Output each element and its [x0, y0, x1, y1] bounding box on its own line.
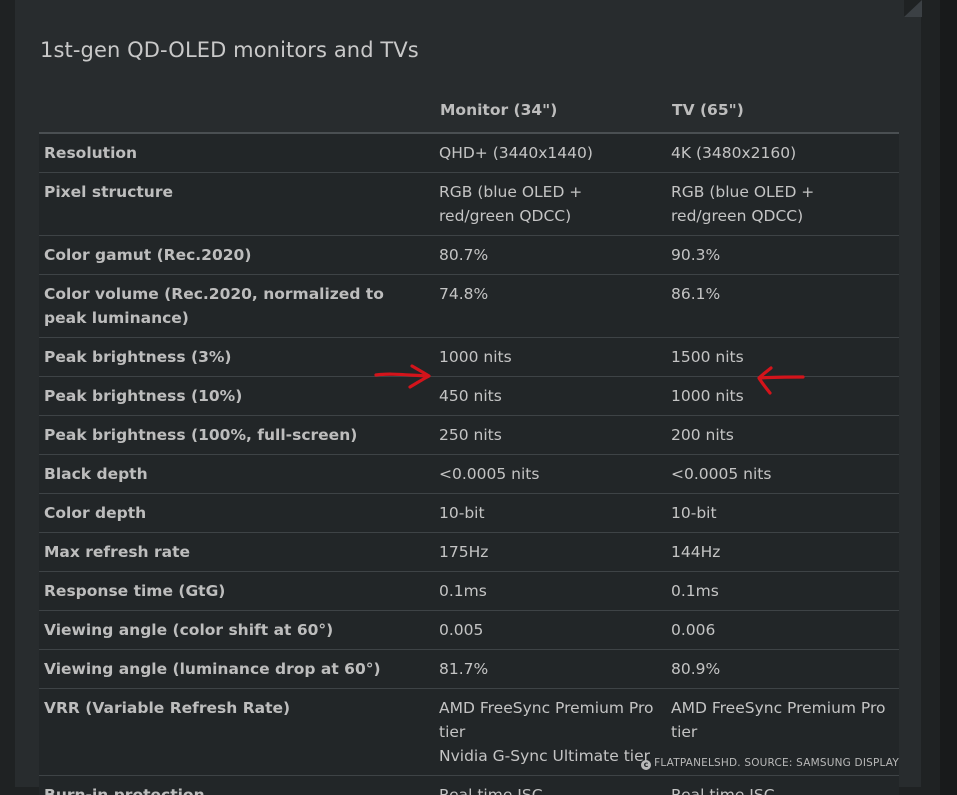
monitor-value: 450 nits: [434, 376, 666, 416]
monitor-value: 74.8%: [434, 274, 666, 338]
row-label: Viewing angle (luminance drop at 60°): [39, 649, 434, 689]
tv-value: 10-bit: [666, 493, 899, 533]
monitor-value: Real time ISC: [434, 775, 666, 795]
tv-value: 0.006: [666, 610, 899, 650]
tv-value: 4K (3480x2160): [666, 133, 899, 173]
table-row: Response time (GtG) 0.1ms 0.1ms: [39, 571, 899, 611]
monitor-value: 250 nits: [434, 415, 666, 455]
tv-value: 0.1ms: [666, 571, 899, 611]
monitor-value: 1000 nits: [434, 337, 666, 377]
tv-value: 144Hz: [666, 532, 899, 572]
row-label: Max refresh rate: [39, 532, 434, 572]
monitor-value: 175Hz: [434, 532, 666, 572]
row-label: Viewing angle (color shift at 60°): [39, 610, 434, 650]
table-row: Peak brightness (100%, full-screen) 250 …: [39, 415, 899, 455]
monitor-value: 0.1ms: [434, 571, 666, 611]
table-row-highlighted: Peak brightness (10%) 450 nits 1000 nits: [39, 376, 899, 416]
tv-value: RGB (blue OLED + red/green QDCC): [666, 172, 899, 236]
row-label: Color gamut (Rec.2020): [39, 235, 434, 275]
table-row: VRR (Variable Refresh Rate) AMD FreeSync…: [39, 688, 899, 776]
table-row: Viewing angle (color shift at 60°) 0.005…: [39, 610, 899, 650]
table-row: Pixel structure RGB (blue OLED + red/gre…: [39, 172, 899, 236]
specs-table: Monitor (34") TV (65") Resolution QHD+ (…: [39, 90, 899, 795]
row-label: Black depth: [39, 454, 434, 494]
monitor-value: 80.7%: [434, 235, 666, 275]
monitor-value: RGB (blue OLED + red/green QDCC): [434, 172, 666, 236]
corner-fold-icon: [904, 0, 922, 17]
image-credit: c FLATPANELSHD. SOURCE: SAMSUNG DISPLAY: [641, 757, 899, 770]
page-title: 1st-gen QD-OLED monitors and TVs: [40, 38, 419, 62]
monitor-value-line1: AMD FreeSync Premium Pro tier: [439, 699, 654, 741]
row-label: Resolution: [39, 133, 434, 173]
header-row: Monitor (34") TV (65"): [39, 90, 899, 134]
copyright-icon: c: [641, 760, 652, 770]
monitor-value: AMD FreeSync Premium Pro tier Nvidia G-Sy…: [434, 688, 666, 776]
row-label: Pixel structure: [39, 172, 434, 236]
table-row: Color gamut (Rec.2020) 80.7% 90.3%: [39, 235, 899, 275]
row-label: Color volume (Rec.2020, normalized to pe…: [39, 274, 434, 338]
table-row: Black depth <0.0005 nits <0.0005 nits: [39, 454, 899, 494]
row-label: Peak brightness (100%, full-screen): [39, 415, 434, 455]
table-row: Peak brightness (3%) 1000 nits 1500 nits: [39, 337, 899, 377]
scrollbar-track[interactable]: [940, 0, 957, 795]
credit-text: FLATPANELSHD. SOURCE: SAMSUNG DISPLAY: [654, 757, 899, 769]
table-row: Resolution QHD+ (3440x1440) 4K (3480x216…: [39, 133, 899, 173]
tv-value: Real time ISC: [666, 775, 899, 795]
row-label: VRR (Variable Refresh Rate): [39, 688, 434, 776]
row-label: Burn-in protection: [39, 775, 434, 795]
table-row: Color volume (Rec.2020, normalized to pe…: [39, 274, 899, 338]
row-label: Color depth: [39, 493, 434, 533]
column-header-spec: [39, 90, 434, 134]
table-header: Monitor (34") TV (65"): [39, 90, 899, 134]
column-header-monitor: Monitor (34"): [434, 90, 666, 134]
tv-value: 200 nits: [666, 415, 899, 455]
table-row: Viewing angle (luminance drop at 60°) 81…: [39, 649, 899, 689]
annotation-arrow-right-icon: [374, 364, 431, 389]
tv-value: 90.3%: [666, 235, 899, 275]
tv-value: <0.0005 nits: [666, 454, 899, 494]
tv-value: 1000 nits: [666, 376, 899, 416]
monitor-value: 10-bit: [434, 493, 666, 533]
monitor-value-line2: Nvidia G-Sync Ultimate tier: [439, 747, 650, 765]
annotation-arrow-left-icon: [757, 366, 805, 395]
table-row: Max refresh rate 175Hz 144Hz: [39, 532, 899, 572]
row-label: Peak brightness (3%): [39, 337, 434, 377]
row-label: Response time (GtG): [39, 571, 434, 611]
table-row: Color depth 10-bit 10-bit: [39, 493, 899, 533]
monitor-value: QHD+ (3440x1440): [434, 133, 666, 173]
table-row: Burn-in protection Real time ISC Real ti…: [39, 775, 899, 795]
monitor-value: 0.005: [434, 610, 666, 650]
tv-value: 86.1%: [666, 274, 899, 338]
row-label: Peak brightness (10%): [39, 376, 434, 416]
column-header-tv: TV (65"): [666, 90, 899, 134]
tv-value: 80.9%: [666, 649, 899, 689]
monitor-value: 81.7%: [434, 649, 666, 689]
tv-value: AMD FreeSync Premium Pro tier: [666, 688, 899, 776]
monitor-value: <0.0005 nits: [434, 454, 666, 494]
